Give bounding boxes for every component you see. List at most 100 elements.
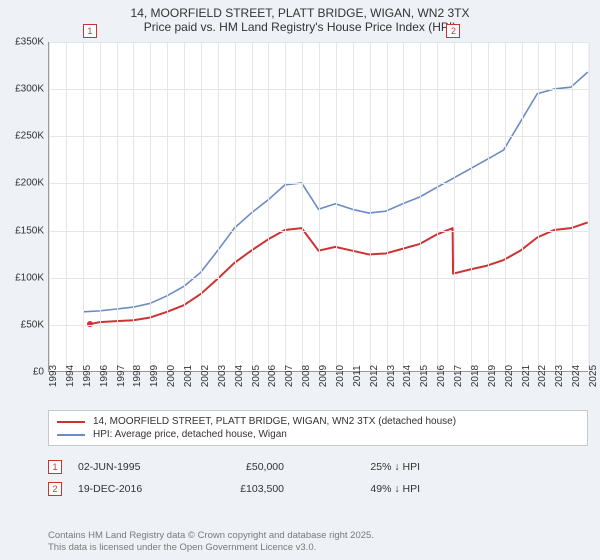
x-tick-label: 2019 <box>487 365 498 387</box>
gridline-v <box>49 42 50 371</box>
gridline-v <box>488 42 489 371</box>
x-tick-label: 2012 <box>369 365 380 387</box>
gridline-v <box>370 42 371 371</box>
x-tick-label: 2002 <box>200 365 211 387</box>
x-tick-label: 2005 <box>251 365 262 387</box>
x-tick-label: 2010 <box>335 365 346 387</box>
legend-swatch <box>57 434 85 436</box>
gridline-v <box>83 42 84 371</box>
x-tick-label: 2018 <box>470 365 481 387</box>
x-tick-label: 2025 <box>588 365 599 387</box>
y-tick-label: £100K <box>0 272 44 283</box>
x-tick-label: 2008 <box>301 365 312 387</box>
y-tick-label: £350K <box>0 37 44 48</box>
gridline-v <box>66 42 67 371</box>
x-tick-label: 1998 <box>132 365 143 387</box>
event-date: 19-DEC-2016 <box>78 483 188 495</box>
footer-line-2: This data is licensed under the Open Gov… <box>48 542 588 554</box>
gridline-v <box>100 42 101 371</box>
footer-line-1: Contains HM Land Registry data © Crown c… <box>48 530 588 542</box>
legend-label: HPI: Average price, detached house, Wiga… <box>93 429 287 440</box>
x-tick-label: 2004 <box>234 365 245 387</box>
legend-item: 14, MOORFIELD STREET, PLATT BRIDGE, WIGA… <box>57 415 579 428</box>
gridline-v <box>454 42 455 371</box>
gridline-v <box>336 42 337 371</box>
gridline-v <box>302 42 303 371</box>
x-tick-label: 1993 <box>48 365 59 387</box>
x-tick-label: 2006 <box>267 365 278 387</box>
series-property <box>90 222 588 324</box>
x-tick-label: 2017 <box>453 365 464 387</box>
x-tick-label: 2016 <box>436 365 447 387</box>
event-price: £103,500 <box>204 483 284 495</box>
title-line-1: 14, MOORFIELD STREET, PLATT BRIDGE, WIGA… <box>8 6 592 20</box>
event-row: 1 02-JUN-1995 £50,000 25% ↓ HPI <box>48 456 588 478</box>
gridline-v <box>150 42 151 371</box>
gridline-v <box>420 42 421 371</box>
gridline-v <box>201 42 202 371</box>
gridline-v <box>353 42 354 371</box>
chart-area: 12 £0£50K£100K£150K£200K£250K£300K£350K1… <box>0 42 600 402</box>
event-marker: 1 <box>48 460 62 474</box>
gridline-v <box>252 42 253 371</box>
footer: Contains HM Land Registry data © Crown c… <box>48 530 588 554</box>
gridline-v <box>184 42 185 371</box>
gridline-v <box>387 42 388 371</box>
gridline-v <box>319 42 320 371</box>
x-tick-label: 2015 <box>419 365 430 387</box>
gridline-v <box>589 42 590 371</box>
gridline-v <box>218 42 219 371</box>
x-tick-label: 2000 <box>166 365 177 387</box>
event-pct: 25% ↓ HPI <box>300 461 420 473</box>
y-tick-label: £0 <box>0 367 44 378</box>
plot-area: 12 <box>48 42 588 372</box>
legend: 14, MOORFIELD STREET, PLATT BRIDGE, WIGA… <box>48 410 588 446</box>
x-tick-label: 2001 <box>183 365 194 387</box>
gridline-v <box>285 42 286 371</box>
y-tick-label: £150K <box>0 225 44 236</box>
gridline-v <box>133 42 134 371</box>
events-table: 1 02-JUN-1995 £50,000 25% ↓ HPI 2 19-DEC… <box>48 456 588 500</box>
x-tick-label: 2014 <box>402 365 413 387</box>
chart-marker: 1 <box>83 24 97 38</box>
y-tick-label: £50K <box>0 319 44 330</box>
event-pct: 49% ↓ HPI <box>300 483 420 495</box>
x-tick-label: 1994 <box>65 365 76 387</box>
x-tick-label: 1996 <box>99 365 110 387</box>
gridline-v <box>505 42 506 371</box>
event-date: 02-JUN-1995 <box>78 461 188 473</box>
x-tick-label: 2009 <box>318 365 329 387</box>
y-tick-label: £250K <box>0 131 44 142</box>
x-tick-label: 2013 <box>386 365 397 387</box>
gridline-v <box>117 42 118 371</box>
x-tick-label: 2024 <box>571 365 582 387</box>
x-tick-label: 1999 <box>149 365 160 387</box>
x-tick-label: 2003 <box>217 365 228 387</box>
gridline-v <box>471 42 472 371</box>
gridline-v <box>403 42 404 371</box>
y-tick-label: £200K <box>0 178 44 189</box>
gridline-v <box>167 42 168 371</box>
legend-label: 14, MOORFIELD STREET, PLATT BRIDGE, WIGA… <box>93 416 456 427</box>
gridline-v <box>522 42 523 371</box>
gridline-v <box>268 42 269 371</box>
gridline-v <box>538 42 539 371</box>
x-tick-label: 2020 <box>504 365 515 387</box>
x-tick-label: 2021 <box>521 365 532 387</box>
gridline-v <box>572 42 573 371</box>
x-tick-label: 2011 <box>352 365 363 387</box>
legend-item: HPI: Average price, detached house, Wiga… <box>57 428 579 441</box>
chart-marker: 2 <box>446 24 460 38</box>
gridline-v <box>555 42 556 371</box>
gridline-v <box>437 42 438 371</box>
x-tick-label: 1995 <box>82 365 93 387</box>
x-tick-label: 2007 <box>284 365 295 387</box>
x-tick-label: 2022 <box>537 365 548 387</box>
y-tick-label: £300K <box>0 84 44 95</box>
event-price: £50,000 <box>204 461 284 473</box>
legend-swatch <box>57 421 85 423</box>
x-tick-label: 1997 <box>116 365 127 387</box>
event-marker: 2 <box>48 482 62 496</box>
event-row: 2 19-DEC-2016 £103,500 49% ↓ HPI <box>48 478 588 500</box>
gridline-v <box>235 42 236 371</box>
